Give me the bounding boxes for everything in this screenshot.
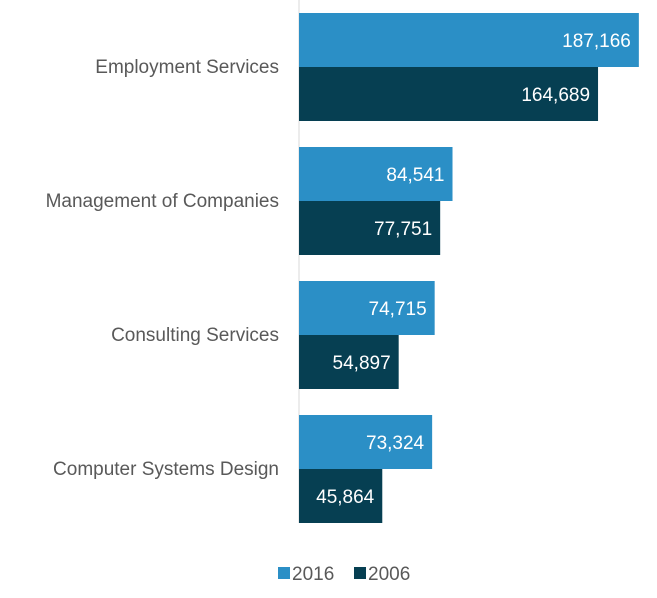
bar-2006 (299, 469, 383, 523)
data-label: 45,864 (316, 487, 375, 508)
data-label: 187,166 (562, 31, 631, 52)
data-label: 54,897 (333, 353, 391, 374)
bar-2006 (299, 201, 441, 255)
bar-2016 (299, 281, 435, 335)
data-label: 77,751 (374, 219, 432, 240)
legend-swatch-2006 (354, 567, 366, 579)
bar-2016 (299, 415, 433, 469)
bar-2006 (299, 335, 399, 389)
data-label: 73,324 (366, 433, 425, 454)
category-label: Computer Systems Design (53, 459, 279, 480)
data-label: 74,715 (369, 299, 427, 320)
legend-label: 2016 (292, 564, 334, 585)
legend-swatch-2016 (278, 567, 290, 579)
legend-label: 2006 (368, 564, 410, 585)
bar-2016 (299, 147, 453, 201)
category-label: Consulting Services (111, 325, 279, 346)
data-label: 164,689 (521, 85, 590, 106)
bar-2016 (299, 13, 639, 67)
category-label: Employment Services (95, 57, 279, 78)
bar-2006 (299, 67, 599, 121)
category-label: Management of Companies (46, 191, 279, 212)
data-label: 84,541 (386, 165, 444, 186)
